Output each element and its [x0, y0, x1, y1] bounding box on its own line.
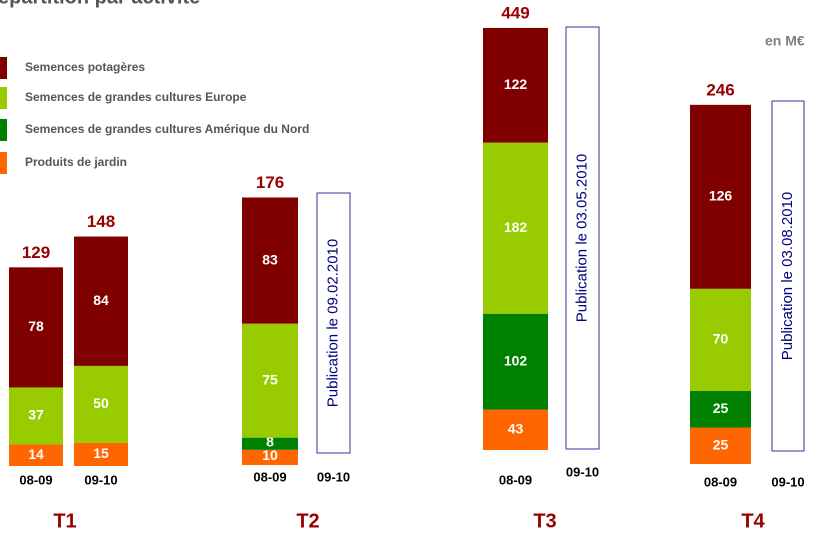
x-tick-label: 09-10	[84, 472, 117, 487]
bar-segment	[242, 437, 298, 450]
segment-label: 37	[28, 407, 44, 423]
bar-segment	[242, 323, 298, 438]
bar-segment	[483, 142, 548, 314]
bar-segment	[690, 391, 751, 428]
pending-bar	[771, 100, 805, 452]
x-tick-label: 08-09	[704, 474, 737, 489]
bar-segment	[9, 267, 63, 388]
segment-label: 70	[713, 331, 729, 347]
segment-label: 75	[262, 371, 278, 387]
segment-label: 15	[93, 445, 109, 461]
pending-bar	[316, 192, 351, 454]
pending-bar	[565, 26, 600, 450]
segment-label: 25	[713, 436, 729, 452]
bar-segment	[242, 197, 298, 324]
segment-label: 10	[262, 447, 278, 463]
segment-label: 78	[28, 318, 44, 334]
segment-label: 84	[93, 292, 109, 308]
bar-segment	[483, 409, 548, 450]
bar-total: 246	[706, 80, 734, 99]
group-label: T1	[53, 510, 76, 532]
x-tick-label: 08-09	[253, 469, 286, 484]
bar-total: 176	[256, 173, 284, 192]
segment-label: 8	[266, 433, 274, 449]
pending-note: Publication le 03.05.2010	[573, 154, 590, 322]
bar-total: 449	[501, 3, 529, 22]
bar-segment	[690, 104, 751, 289]
segment-label: 50	[93, 395, 109, 411]
group-label: T3	[533, 510, 556, 532]
x-tick-label: 09-10	[771, 474, 804, 489]
bar-segment	[9, 387, 63, 445]
unit-label: en M€	[765, 33, 805, 49]
bar-segment	[74, 442, 128, 466]
segment-label: 122	[504, 76, 528, 92]
pending-note: Publication le 03.08.2010	[779, 192, 796, 360]
segment-label: 126	[709, 188, 733, 204]
pending-note: Publication le 09.02.2010	[324, 239, 341, 407]
segment-label: 182	[504, 219, 528, 235]
segment-label: 43	[508, 420, 524, 436]
segment-label: 102	[504, 352, 528, 368]
bar-segment	[74, 236, 128, 366]
segment-label: 14	[28, 446, 44, 462]
bar-segment	[242, 449, 298, 465]
x-tick-label: 08-09	[19, 472, 52, 487]
bar-segment	[690, 427, 751, 464]
bar-segment	[9, 444, 63, 466]
bar-total: 129	[22, 243, 50, 262]
segment-label: 25	[713, 400, 729, 416]
bar-segment	[483, 313, 548, 410]
bar-total: 148	[87, 212, 115, 231]
legend-label: Semences potagères	[25, 60, 145, 74]
x-tick-label: 09-10	[317, 469, 350, 484]
x-tick-label: 08-09	[499, 472, 532, 487]
x-tick-label: 09-10	[566, 464, 599, 479]
legend-swatch	[0, 57, 7, 79]
bar-segment	[483, 27, 548, 143]
bar-segment	[690, 288, 751, 391]
legend-swatch	[0, 152, 7, 174]
legend-label: Produits de jardin	[25, 155, 127, 169]
group-label: T2	[296, 510, 319, 532]
chart-title: épartition par activité	[0, 0, 200, 8]
group-label: T4	[741, 510, 765, 532]
legend-swatch	[0, 119, 7, 141]
legend-swatch	[0, 87, 7, 109]
legend-label: Semences de grandes cultures Amérique du…	[25, 122, 309, 136]
segment-label: 83	[262, 251, 278, 267]
legend-label: Semences de grandes cultures Europe	[25, 90, 247, 104]
bar-segment	[74, 365, 128, 443]
